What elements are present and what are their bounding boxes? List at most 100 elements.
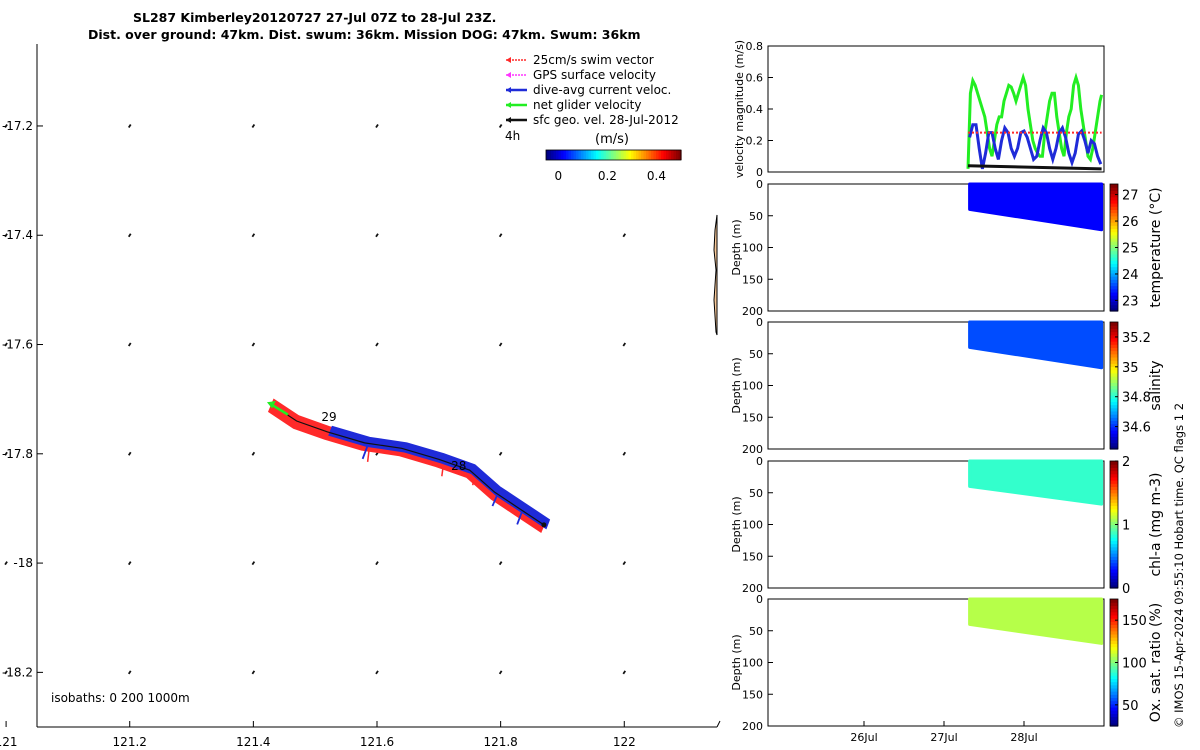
salinity-colorbar-swatch: [1110, 417, 1118, 422]
map-panel: 29 28 121 121.2 121.4 121.6 121.8 122 -17.2 -17.4…: [0, 44, 721, 749]
chla-y-tick-label: 0: [756, 455, 763, 468]
salinity-colorbar-tick-label: 34.8: [1122, 391, 1151, 406]
geo-velocity-arrow: [498, 561, 503, 566]
salinity-colorbar-swatch: [1110, 375, 1118, 380]
legend-label: net glider velocity: [533, 98, 641, 112]
salinity-y-label: Depth (m): [730, 357, 743, 413]
chla-colorbar-swatch: [1110, 540, 1118, 545]
salinity-colorbar-swatch: [1110, 385, 1118, 390]
colorbar-swatch: [611, 150, 615, 160]
map-x-tick-label: 121.4: [236, 735, 270, 749]
oxygen-colorbar-swatch: [1110, 637, 1118, 641]
temperature-colorbar-swatch: [1110, 247, 1118, 252]
colorbar-swatch: [658, 150, 662, 160]
chla-colorbar-swatch: [1110, 549, 1118, 554]
legend-arrowhead: [506, 102, 511, 108]
dive-avg-arrow: [361, 442, 370, 460]
title-line-2: Dist. over ground: 47km. Dist. swum: 36k…: [88, 27, 641, 42]
geo-velocity-arrow: [251, 342, 256, 347]
chla-colorbar-swatch: [1110, 499, 1118, 503]
colorbar-swatch: [631, 150, 635, 160]
salinity-colorbar-swatch: [1110, 404, 1118, 409]
temperature-colorbar-swatch: [1110, 291, 1118, 296]
salinity-colorbar-swatch: [1110, 398, 1118, 402]
colorbar-swatch: [596, 150, 600, 160]
geo-velocity-arrow: [375, 561, 379, 566]
chla-colorbar-swatch: [1110, 502, 1118, 507]
geo-velocity-arrow: [375, 233, 379, 238]
salinity-colorbar-swatch: [1110, 439, 1118, 444]
temperature-colorbar-swatch: [1110, 193, 1118, 198]
oxygen-colorbar-swatch: [1110, 605, 1118, 610]
geo-velocity-arrow: [375, 342, 379, 347]
oxygen-colorbar-swatch: [1110, 703, 1118, 708]
salinity-colorbar-swatch: [1110, 328, 1118, 333]
net-velocity-arrowhead: [266, 400, 276, 409]
salinity-colorbar-swatch: [1110, 350, 1118, 355]
geo-velocity-arrow: [251, 451, 256, 456]
colorbar-swatch: [653, 150, 657, 160]
chla-colorbar-tick-label: 1: [1122, 519, 1130, 534]
chla-colorbar-swatch: [1110, 505, 1118, 510]
oxygen-colorbar-swatch: [1110, 700, 1118, 705]
colorbar-swatch: [553, 150, 557, 160]
geo-velocity-arrow: [375, 670, 379, 675]
legend-label: sfc geo. vel. 28-Jul-2012: [533, 113, 679, 127]
colorbar-swatch: [666, 150, 670, 160]
colorbar-swatch: [601, 150, 605, 160]
velocity-series-line: [967, 164, 1102, 171]
oxygen-colorbar-swatch: [1110, 668, 1118, 673]
temperature-colorbar-swatch: [1110, 241, 1118, 245]
salinity-colorbar-swatch: [1110, 423, 1118, 428]
temperature-y-tick-label: 150: [742, 273, 763, 286]
colorbar-swatch: [643, 150, 647, 160]
oxygen-colorbar-swatch: [1110, 608, 1118, 613]
temperature-colorbar-swatch: [1110, 266, 1118, 271]
temperature-colorbar-label: temperature (°C): [1148, 187, 1164, 307]
temperature-section-fill: [968, 182, 1104, 232]
geo-velocity-arrow: [4, 670, 8, 675]
chla-y-tick-label: 100: [742, 519, 763, 532]
day-label: 29: [321, 410, 336, 424]
isobaths-label: isobaths: 0 200 1000m: [51, 691, 190, 705]
chla-colorbar-swatch: [1110, 524, 1118, 529]
temperature-colorbar-swatch: [1110, 196, 1118, 201]
colorbar-swatch: [571, 150, 575, 160]
salinity-colorbar-swatch: [1110, 445, 1118, 450]
land-patch: [713, 214, 718, 336]
oxygen-y-tick-label: 0: [756, 593, 763, 606]
map-x-tick-label: 121.8: [483, 735, 517, 749]
temperature-colorbar-swatch: [1110, 203, 1118, 207]
salinity-colorbar-swatch: [1110, 334, 1118, 339]
colorbar-swatch: [566, 150, 570, 160]
salinity-colorbar-swatch: [1110, 366, 1118, 371]
salinity-colorbar-tick-label: 35.2: [1122, 331, 1151, 346]
temperature-colorbar-swatch: [1110, 285, 1118, 290]
colorbar-swatch: [636, 150, 640, 160]
colorbar-swatch: [661, 150, 665, 160]
oxygen-colorbar-swatch: [1110, 656, 1118, 660]
oxygen-colorbar-swatch: [1110, 665, 1118, 670]
temperature-colorbar-swatch: [1110, 231, 1118, 236]
colorbar-swatch: [651, 150, 655, 160]
temperature-colorbar-swatch: [1110, 222, 1118, 226]
temperature-colorbar-swatch: [1110, 206, 1118, 210]
glider-track: [271, 404, 545, 526]
temperature-colorbar-swatch: [1110, 184, 1118, 188]
oxygen-colorbar-swatch: [1110, 713, 1118, 718]
chla-colorbar-swatch: [1110, 530, 1118, 535]
chla-colorbar-swatch: [1110, 521, 1118, 526]
colorbar-swatch: [623, 150, 627, 160]
map-y-tick-label: -17.4: [2, 228, 33, 242]
colorbar-swatch: [678, 150, 682, 160]
colorbar-swatch: [573, 150, 577, 160]
legend-arrowhead: [506, 72, 511, 78]
chla-colorbar-swatch: [1110, 537, 1118, 541]
salinity-y-tick-label: 200: [742, 443, 763, 456]
geo-velocity-arrow: [251, 123, 256, 128]
geo-velocity-arrow: [498, 233, 503, 238]
time-x-tick-label: 28Jul: [1010, 731, 1037, 744]
oxygen-y-tick-label: 100: [742, 657, 763, 670]
chla-colorbar-swatch: [1110, 470, 1118, 475]
oxygen-colorbar-swatch: [1110, 627, 1118, 632]
